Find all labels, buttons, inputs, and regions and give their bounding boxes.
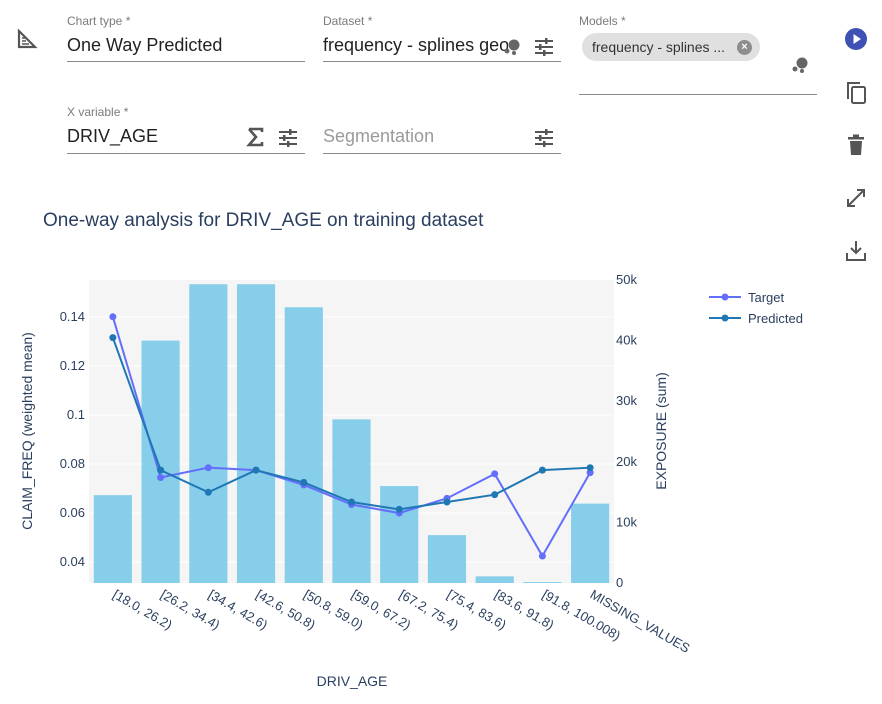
chart-type-value[interactable]: One Way Predicted — [67, 35, 223, 55]
data-bubbles-icon[interactable] — [790, 55, 810, 80]
triangle-ruler-icon — [16, 28, 38, 55]
chart-title: One-way analysis for DRIV_AGE on trainin… — [43, 210, 484, 231]
x-axis-ticks: [18.0, 26.2)[26.2, 34.4)[34.4, 42.6)[42.… — [110, 587, 692, 656]
x-variable-label: X variable * — [67, 105, 129, 119]
x-variable-underline — [67, 153, 305, 154]
exposure-bar[interactable] — [380, 486, 419, 583]
y2-tick-label: 10k — [616, 514, 637, 529]
y-tick-label: 0.1 — [67, 407, 85, 422]
point-predicted[interactable] — [157, 466, 165, 474]
chart-type-label: Chart type * — [67, 14, 131, 28]
point-predicted[interactable] — [538, 466, 546, 474]
y-tick-label: 0.06 — [60, 505, 85, 520]
point-predicted[interactable] — [252, 466, 260, 474]
model-chip[interactable]: frequency - splines ... × — [582, 33, 760, 61]
one-way-chart: One-way analysis for DRIV_AGE on trainin… — [19, 210, 803, 689]
y-tick-label: 0.08 — [60, 456, 85, 471]
point-predicted[interactable] — [443, 498, 451, 506]
exposure-bar[interactable] — [189, 284, 228, 583]
exposure-bar[interactable] — [141, 340, 180, 583]
point-target[interactable] — [586, 469, 594, 477]
point-predicted[interactable] — [109, 334, 117, 342]
models-label: Models * — [579, 14, 626, 28]
y2-tick-label: 30k — [616, 393, 637, 408]
point-predicted[interactable] — [491, 491, 499, 499]
dataset-label: Dataset * — [323, 14, 373, 28]
exposure-bar[interactable] — [284, 307, 323, 583]
chip-close-icon[interactable]: × — [737, 39, 752, 55]
exposure-bar[interactable] — [236, 284, 276, 583]
point-predicted[interactable] — [204, 488, 212, 496]
point-target[interactable] — [204, 464, 212, 472]
copy-icon[interactable] — [844, 80, 868, 111]
exposure-bar[interactable] — [427, 535, 467, 583]
point-target[interactable] — [491, 470, 499, 478]
x-axis-label: DRIV_AGE — [317, 673, 388, 689]
y-tick-label: 0.14 — [60, 309, 85, 324]
point-predicted[interactable] — [586, 464, 594, 472]
chart-type-underline — [67, 61, 305, 62]
exposure-bar[interactable] — [93, 495, 132, 583]
expand-icon[interactable] — [845, 187, 867, 214]
y2-axis-ticks: 0 10k 20k 30k 40k 50k — [616, 272, 637, 590]
legend[interactable]: Target Predicted — [709, 290, 803, 326]
sigma-icon[interactable] — [246, 126, 266, 153]
point-predicted[interactable] — [300, 478, 308, 486]
legend-item-predicted[interactable]: Predicted — [748, 311, 803, 326]
download-icon[interactable] — [845, 239, 867, 268]
y2-tick-label: 40k — [616, 333, 637, 348]
point-target[interactable] — [157, 474, 165, 482]
model-chip-label: frequency - splines ... — [592, 39, 726, 55]
exposure-bars — [93, 284, 610, 583]
data-bubbles-icon[interactable] — [502, 37, 522, 62]
tune-sliders-icon[interactable] — [277, 127, 299, 154]
series-lines — [109, 313, 594, 560]
y-tick-label: 0.12 — [60, 358, 85, 373]
segmentation-input[interactable]: Segmentation — [323, 126, 435, 146]
dataset-value[interactable]: frequency - splines geo — [323, 35, 508, 55]
point-target[interactable] — [538, 552, 546, 560]
point-predicted[interactable] — [348, 498, 355, 506]
exposure-bar[interactable] — [571, 503, 610, 583]
y2-axis-label: EXPOSURE (sum) — [653, 372, 669, 489]
y2-tick-label: 0 — [616, 575, 623, 590]
y-axis-label: CLAIM_FREQ (weighted mean) — [19, 332, 35, 530]
play-circle-icon[interactable] — [844, 27, 868, 56]
tune-sliders-icon[interactable] — [533, 36, 555, 63]
legend-marker — [721, 314, 729, 322]
exposure-bar[interactable] — [475, 576, 514, 583]
point-predicted[interactable] — [395, 505, 403, 513]
point-target[interactable] — [109, 313, 117, 321]
y-axis-ticks: 0.04 0.06 0.08 0.1 0.12 0.14 — [60, 309, 85, 569]
exposure-bar[interactable] — [523, 582, 562, 583]
trash-icon[interactable] — [845, 133, 867, 162]
y2-tick-label: 50k — [616, 272, 637, 287]
y-tick-label: 0.04 — [60, 554, 85, 569]
models-underline — [579, 94, 817, 95]
legend-item-target[interactable]: Target — [748, 290, 785, 305]
segmentation-underline — [323, 153, 561, 154]
dataset-underline — [323, 61, 561, 62]
x-variable-value[interactable]: DRIV_AGE — [67, 126, 159, 146]
y2-tick-label: 20k — [616, 454, 637, 469]
tune-sliders-icon[interactable] — [533, 127, 555, 154]
legend-marker — [721, 293, 729, 301]
